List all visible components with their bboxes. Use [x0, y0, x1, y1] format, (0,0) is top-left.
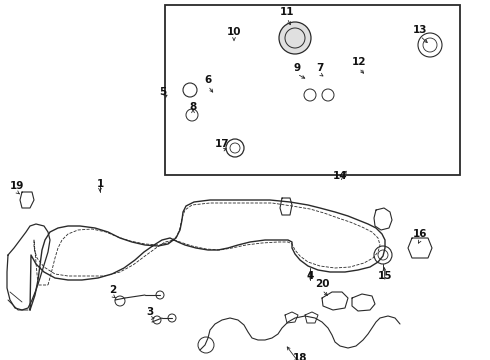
Text: 18: 18 — [293, 353, 307, 360]
Text: 3: 3 — [147, 307, 154, 317]
Text: 15: 15 — [378, 271, 392, 281]
Text: 6: 6 — [204, 75, 212, 85]
Text: 17: 17 — [215, 139, 229, 149]
Text: 4: 4 — [306, 271, 314, 281]
Circle shape — [279, 22, 311, 54]
Text: 11: 11 — [280, 7, 294, 17]
Text: 13: 13 — [413, 25, 427, 35]
Text: 12: 12 — [352, 57, 366, 67]
Text: 10: 10 — [227, 27, 241, 37]
Text: 19: 19 — [10, 181, 24, 191]
Text: 20: 20 — [315, 279, 329, 289]
Bar — [165, 5, 460, 175]
Text: 16: 16 — [413, 229, 427, 239]
Text: 14: 14 — [333, 171, 347, 181]
Text: 1: 1 — [97, 179, 103, 189]
Text: 5: 5 — [159, 87, 167, 97]
Text: 9: 9 — [294, 63, 300, 73]
Text: 7: 7 — [317, 63, 324, 73]
Text: 2: 2 — [109, 285, 117, 295]
Text: 8: 8 — [189, 102, 196, 112]
